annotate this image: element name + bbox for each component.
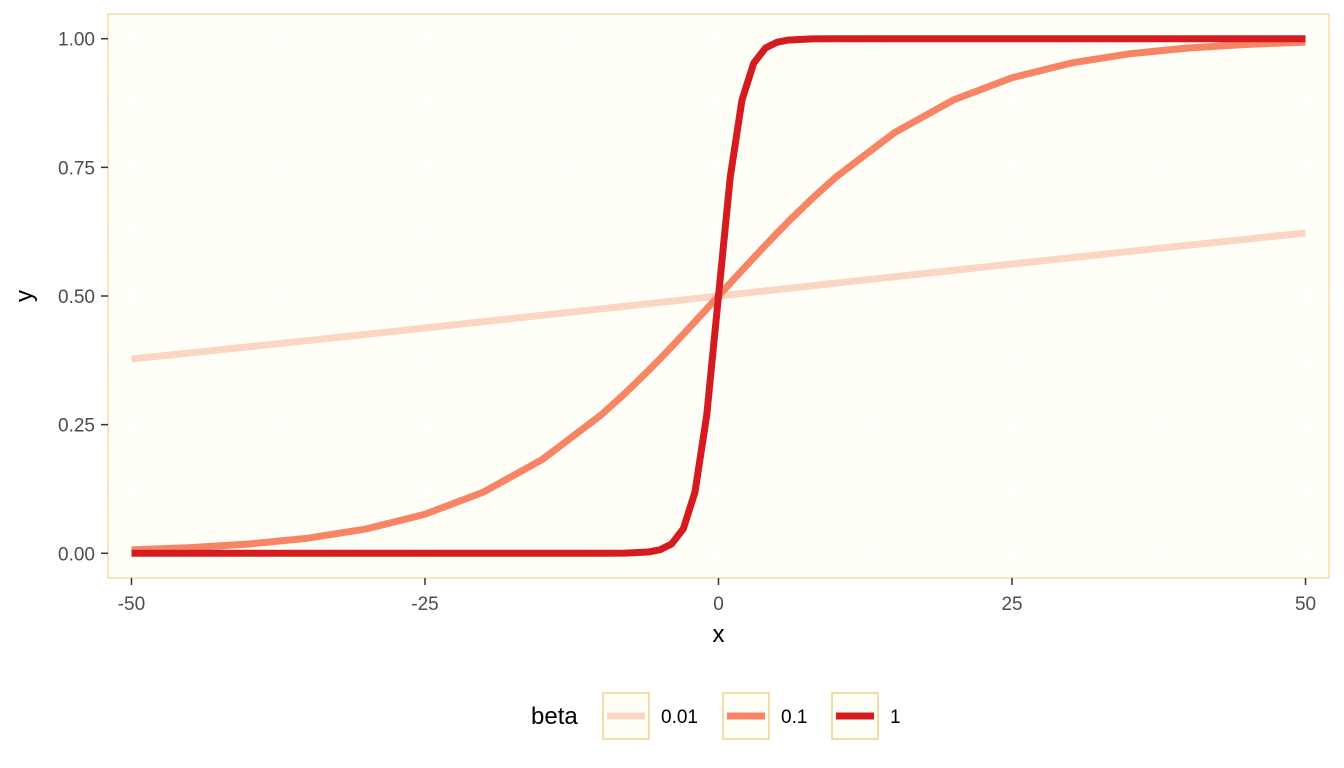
series-lines <box>131 35 1306 557</box>
x-tick-label: 50 <box>1295 594 1316 615</box>
legend: beta 0.01 0.1 1 <box>531 692 901 740</box>
legend-items: 0.01 0.1 1 <box>602 692 901 740</box>
y-axis: 0.00 0.25 0.50 0.75 1.00 <box>58 30 108 565</box>
y-tick-label: 0.00 <box>58 544 95 565</box>
x-axis: -50 -25 0 25 50 <box>118 578 1316 615</box>
x-tick-label: 0 <box>713 594 724 615</box>
y-tick-label: 0.50 <box>58 287 95 308</box>
legend-item: 1 <box>831 692 901 740</box>
legend-label: 0.1 <box>781 707 807 728</box>
y-axis-title: y <box>11 290 38 302</box>
legend-title: beta <box>531 703 578 730</box>
legend-item: 0.01 <box>602 692 698 740</box>
x-tick-label: -50 <box>118 594 145 615</box>
legend-item: 0.1 <box>722 692 807 740</box>
legend-label: 1 <box>890 707 901 728</box>
x-axis-title: x <box>713 621 725 648</box>
y-tick-label: 0.25 <box>58 416 95 437</box>
legend-label: 0.01 <box>661 707 698 728</box>
series-line-1 <box>131 35 1306 557</box>
x-tick-label: -25 <box>411 594 438 615</box>
y-tick-label: 1.00 <box>58 30 95 51</box>
x-tick-label: 25 <box>1001 594 1022 615</box>
y-tick-label: 0.75 <box>58 158 95 179</box>
